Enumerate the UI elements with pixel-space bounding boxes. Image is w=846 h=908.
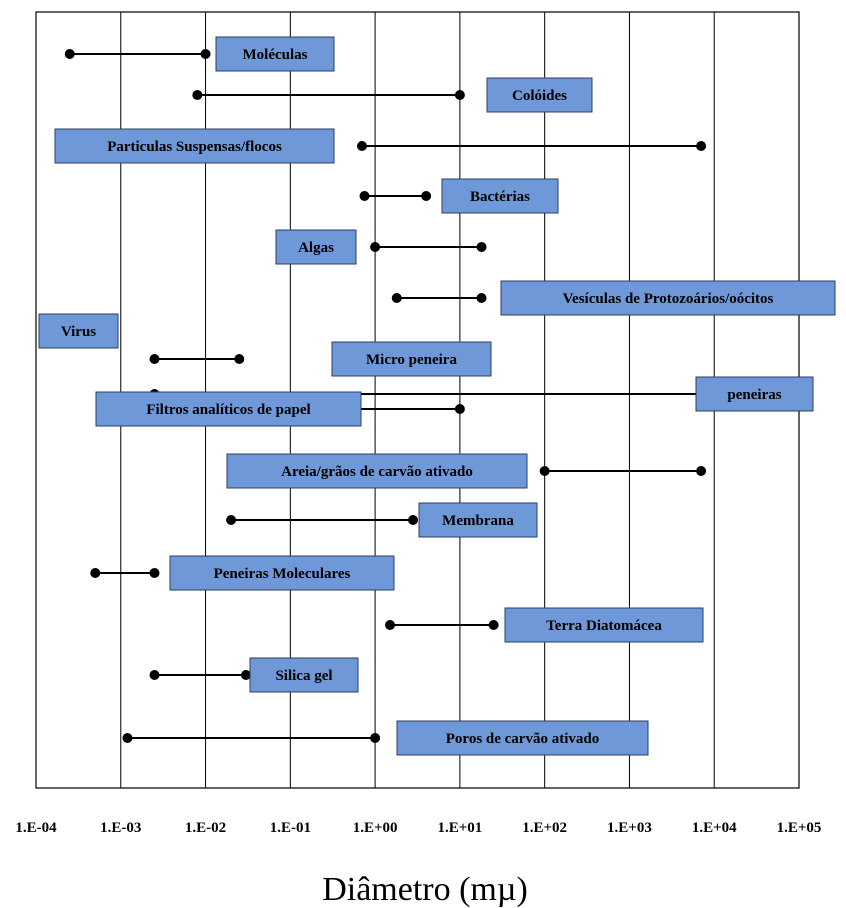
x-tick-label: 1.E-02	[185, 820, 226, 836]
range-end-point	[454, 404, 465, 414]
range-start-point	[391, 293, 402, 303]
range-start-point	[149, 670, 160, 680]
range-start-point	[122, 733, 133, 743]
range-label: Bactérias	[470, 189, 530, 205]
range-label: Colóides	[512, 88, 567, 104]
x-tick-label: 1.E-04	[15, 820, 57, 836]
label-box	[215, 36, 335, 72]
label-box	[486, 77, 593, 113]
range-label: Terra Diatomácea	[546, 618, 662, 634]
range-label: Filtros analíticos de papel	[146, 402, 310, 418]
range-end-point	[476, 242, 487, 252]
label-box	[275, 229, 357, 265]
range-label: Virus	[61, 324, 96, 340]
range-end-point	[234, 354, 245, 364]
label-box	[226, 453, 528, 489]
range-start-point	[359, 191, 370, 201]
label-box	[249, 657, 359, 693]
range-start-point	[90, 568, 101, 578]
range-start-point	[356, 141, 367, 151]
range-label: Silica gel	[275, 668, 332, 684]
x-tick-label: 1.E+01	[437, 820, 482, 836]
range-end-point	[696, 466, 707, 476]
range-label: Areia/grãos de carvão ativado	[281, 464, 473, 480]
range-label: Poros de carvão ativado	[446, 731, 599, 747]
range-label: Algas	[298, 240, 334, 256]
range-label: peneiras	[727, 387, 781, 403]
range-end-point	[408, 515, 419, 525]
label-box	[441, 178, 559, 214]
label-box	[418, 502, 538, 538]
range-end-point	[696, 141, 707, 151]
x-tick-label: 1.E+03	[607, 820, 652, 836]
range-end-point	[476, 293, 487, 303]
range-label: Membrana	[442, 513, 514, 529]
range-start-point	[149, 354, 160, 364]
x-tick-label: 1.E+00	[353, 820, 398, 836]
x-axis-title: Diâmetro (mµ)	[322, 871, 528, 908]
range-start-point	[539, 466, 550, 476]
range-lines	[64, 49, 712, 743]
range-label: Peneiras Moleculares	[214, 566, 351, 582]
label-boxes: Moléculas Colóides Particulas Suspensas/fl…	[38, 36, 836, 756]
x-tick-label: 1.E+05	[777, 820, 822, 836]
label-box	[331, 341, 492, 377]
x-tick-labels: 1.E-04 1.E-03 1.E-02 1.E-01 1.E+00 1.E+01 1.E+…	[15, 820, 821, 836]
label-box	[396, 720, 649, 756]
x-tick-label: 1.E-03	[100, 820, 141, 836]
range-end-point	[149, 568, 160, 578]
range-start-point	[370, 242, 381, 252]
range-end-point	[200, 49, 211, 59]
range-start-point	[192, 90, 203, 100]
label-box	[38, 313, 119, 349]
range-label: Moléculas	[243, 47, 308, 63]
x-tick-label: 1.E-01	[270, 820, 311, 836]
x-tick-label: 1.E+02	[522, 820, 567, 836]
label-box	[169, 555, 395, 591]
range-end-point	[454, 90, 465, 100]
range-end-point	[241, 670, 252, 680]
range-start-point	[64, 49, 75, 59]
range-label: Vesículas de Protozoários/oócitos	[563, 291, 774, 307]
label-box	[500, 280, 836, 316]
x-tick-label: 1.E+04	[692, 820, 737, 836]
range-start-point	[226, 515, 237, 525]
range-end-point	[488, 620, 499, 630]
label-box	[95, 391, 362, 427]
range-label: Micro peneira	[366, 352, 457, 368]
range-label: Particulas Suspensas/flocos	[107, 139, 282, 155]
label-box	[695, 376, 814, 412]
range-end-point	[421, 191, 432, 201]
label-box	[54, 128, 335, 164]
range-start-point	[385, 620, 396, 630]
range-end-point	[370, 733, 381, 743]
label-box	[504, 607, 704, 643]
